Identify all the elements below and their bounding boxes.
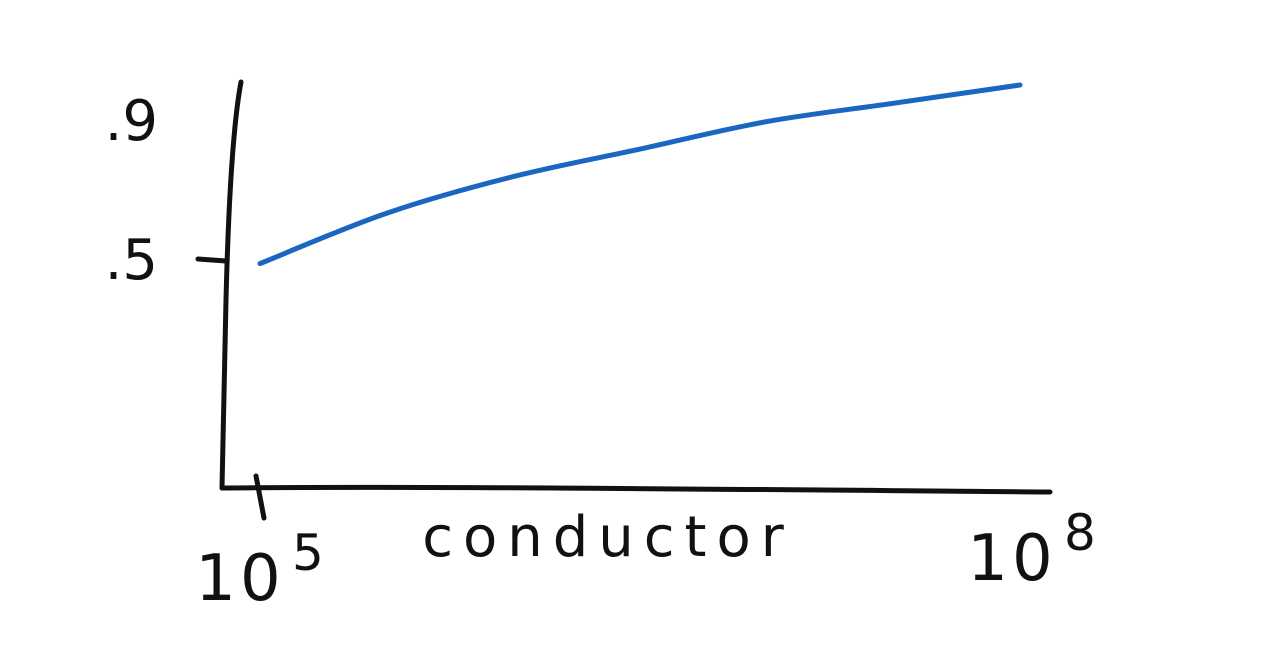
series-line <box>257 82 1023 267</box>
axes <box>219 79 1053 495</box>
x-tick-label: 10 <box>195 542 284 616</box>
y-tick-label: .9 <box>105 89 158 154</box>
x-tick-label-exponent: 8 <box>1064 504 1096 562</box>
labels: conductor .5.910 5 10 8 <box>105 89 1096 616</box>
series <box>257 82 1023 267</box>
x-tick <box>253 473 267 521</box>
y-axis-line <box>219 79 244 491</box>
x-tick-label-exponent: 5 <box>292 524 324 582</box>
ticks <box>195 256 267 521</box>
y-tick <box>195 256 229 264</box>
x-axis-label: conductor <box>422 505 794 570</box>
x-tick-label: 10 <box>967 522 1056 596</box>
y-tick-label: .5 <box>105 228 158 293</box>
x-axis-line <box>219 484 1053 495</box>
